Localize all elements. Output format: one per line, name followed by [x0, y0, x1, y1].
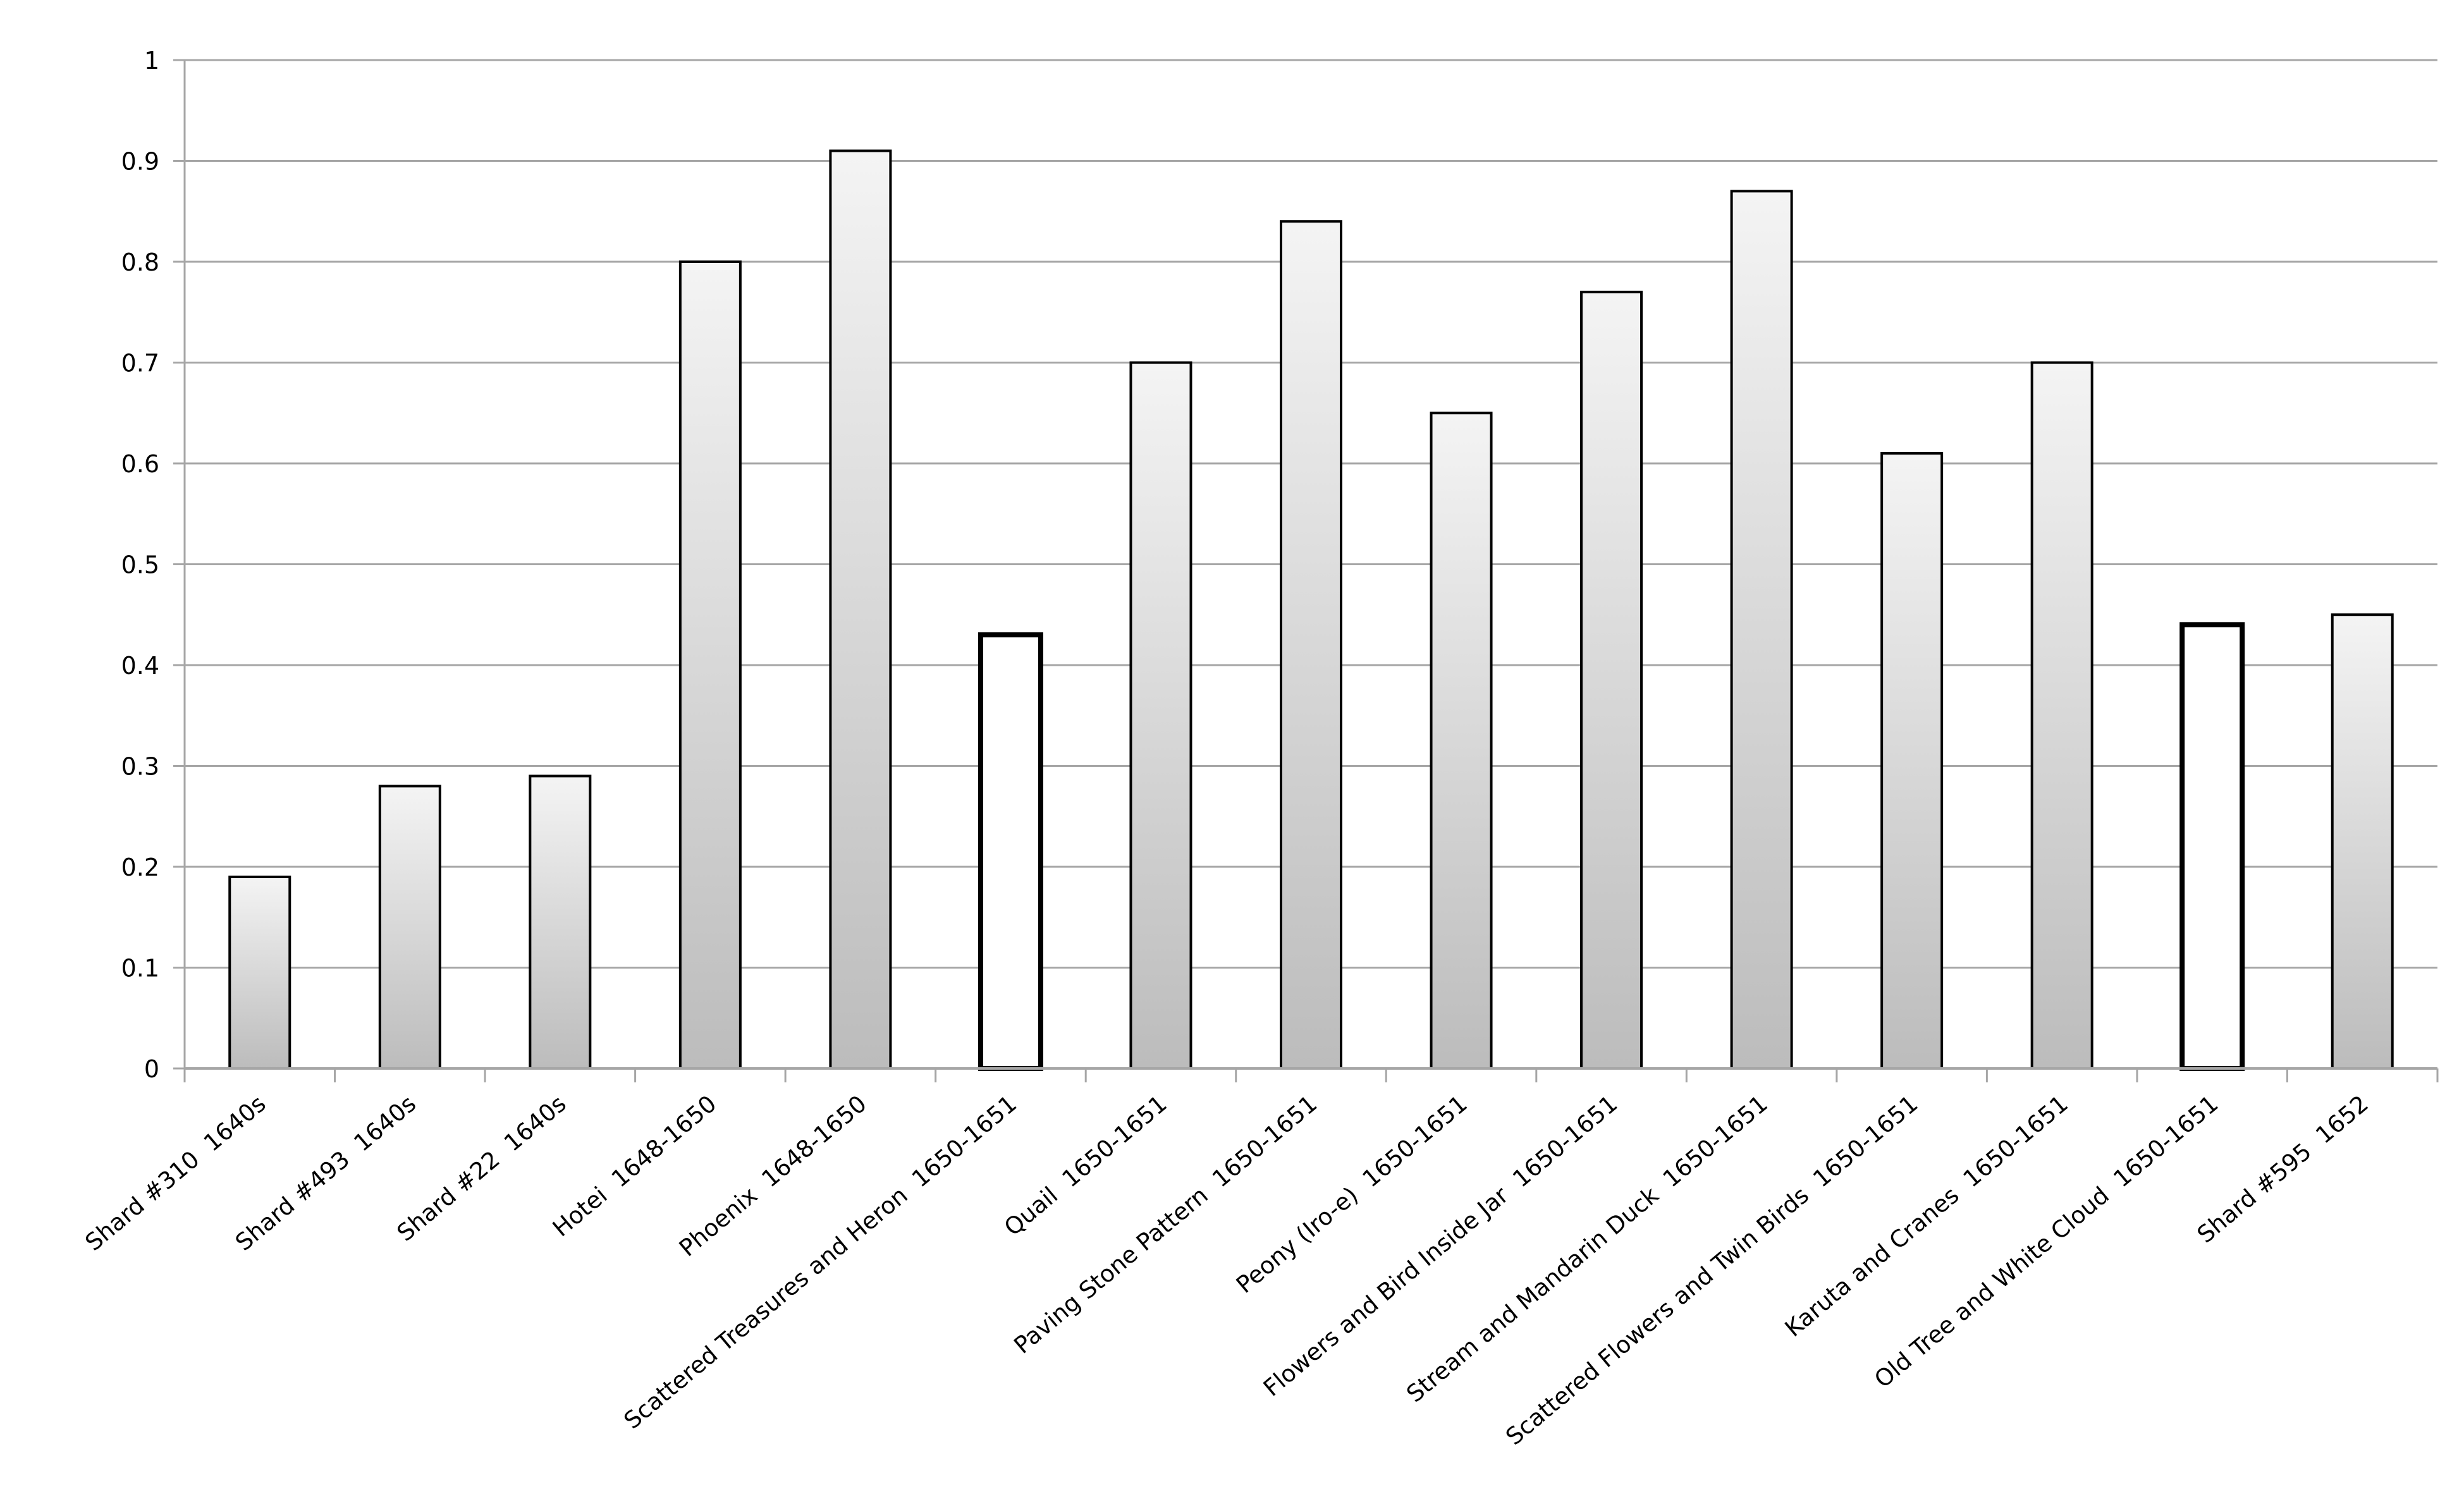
bar [1430, 412, 1493, 1070]
bar [1129, 361, 1192, 1070]
bar [829, 149, 892, 1070]
bar [228, 875, 291, 1070]
y-tick-label: 1 [144, 47, 159, 75]
y-tick-label: 0 [144, 1055, 159, 1083]
y-tick-label: 0.8 [121, 248, 159, 276]
x-axis [183, 1067, 2439, 1082]
bar [378, 785, 441, 1070]
y-axis: 0 0.1 0.2 0.3 0.4 0.5 0.6 0.7 0.8 0.9 1 [121, 47, 186, 1083]
bar [1730, 190, 1793, 1070]
y-tick-label: 0.6 [121, 450, 159, 478]
bar [2030, 361, 2093, 1070]
x-tick-label: Shard #22 1640s [392, 1090, 572, 1247]
x-tick-label: Paving Stone Pattern 1650-1651 [1008, 1090, 1322, 1359]
bar [2331, 613, 2394, 1070]
y-tick-label: 0.9 [121, 148, 159, 176]
x-tick-label: Quail 1650-1651 [999, 1090, 1172, 1241]
bar [978, 632, 1043, 1071]
y-tick-label: 0.1 [121, 955, 159, 982]
bar [2179, 622, 2245, 1071]
y-tick-label: 0.4 [121, 652, 159, 680]
bar [529, 774, 592, 1070]
y-tick-label: 0.3 [121, 753, 159, 781]
x-tick-label: Karuta and Cranes 1650-1651 [1780, 1090, 2073, 1342]
bar [1580, 290, 1643, 1070]
bars [228, 149, 2394, 1071]
bar [1880, 452, 1944, 1070]
y-tick-label: 0.5 [121, 551, 159, 579]
y-tick-label: 0.2 [121, 854, 159, 881]
x-tick-label: Old Tree and White Cloud 1650-1651 [1869, 1090, 2223, 1393]
bar [1280, 220, 1342, 1070]
y-tick-label: 0.7 [121, 350, 159, 377]
x-tick-label: Hotei 1648-1650 [548, 1090, 721, 1242]
bar [678, 260, 742, 1070]
